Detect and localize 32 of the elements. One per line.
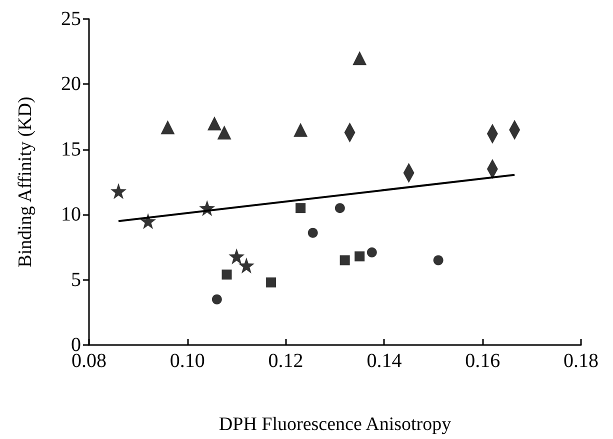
point bbox=[354, 251, 365, 262]
point bbox=[110, 183, 127, 200]
y-axis-title: Binding Affinity (KD) bbox=[15, 96, 36, 268]
y-tick-label: 10 bbox=[61, 204, 81, 226]
point bbox=[340, 255, 350, 266]
y-tick-label: 15 bbox=[61, 138, 81, 160]
y-tick-label: 5 bbox=[71, 268, 81, 291]
y-tick-label: 20 bbox=[61, 73, 81, 96]
x-tick-label: 0.16 bbox=[465, 350, 500, 372]
point bbox=[294, 122, 308, 137]
point bbox=[238, 257, 254, 274]
point bbox=[217, 125, 232, 140]
y-tick-label: 25 bbox=[61, 8, 81, 30]
point bbox=[228, 248, 245, 264]
point bbox=[433, 255, 444, 266]
x-tick-label: 0.14 bbox=[366, 350, 402, 372]
point bbox=[334, 203, 345, 214]
x-tick-label: 0.10 bbox=[170, 350, 205, 372]
point bbox=[266, 277, 276, 288]
x-axis-title: DPH Fluorescence Anisotropy bbox=[218, 414, 452, 435]
x-tick-label: 0.12 bbox=[268, 350, 304, 372]
point bbox=[222, 270, 232, 280]
point bbox=[160, 120, 175, 134]
point bbox=[212, 294, 222, 304]
point bbox=[296, 203, 306, 214]
x-tick-label: 0.18 bbox=[564, 350, 598, 372]
point bbox=[366, 247, 377, 258]
point bbox=[207, 116, 222, 130]
point bbox=[140, 213, 156, 230]
point bbox=[352, 51, 367, 66]
point bbox=[308, 228, 318, 238]
x-tick-label: 0.08 bbox=[72, 350, 106, 372]
